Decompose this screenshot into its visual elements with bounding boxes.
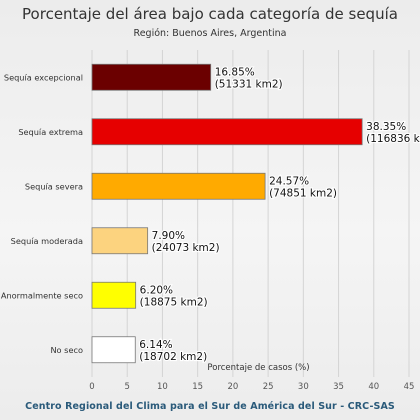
area-label: (116836 km2) — [366, 133, 420, 145]
area-label: (24073 km2) — [152, 242, 220, 254]
chart-title: Porcentaje del área bajo cada categoría … — [22, 5, 398, 23]
category-label: Sequía severa — [25, 181, 83, 191]
x-tick-label: 20 — [227, 382, 238, 392]
value-label: 6.14% — [139, 339, 172, 351]
category-label: No seco — [50, 345, 83, 355]
x-tick-label: 35 — [333, 382, 344, 392]
area-label-halo: (74851 km2) — [269, 187, 337, 199]
value-label-halo: 16.85% — [215, 66, 255, 78]
value-label-halo: 38.35% — [366, 121, 406, 133]
category-label: Sequía moderada — [11, 236, 83, 246]
x-tick-label: 25 — [263, 382, 274, 392]
value-label-halo: 6.20% — [140, 284, 173, 296]
area-label-halo: (24073 km2) — [152, 242, 220, 254]
bar — [91, 172, 266, 200]
category-label: Anormalmente seco — [1, 290, 83, 300]
area-label: (18875 km2) — [140, 296, 208, 308]
area-label-halo: (18702 km2) — [139, 351, 207, 363]
area-label: (51331 km2) — [215, 78, 283, 90]
area-label-halo: (116836 km2) — [366, 133, 420, 145]
value-label: 7.90% — [152, 230, 185, 242]
x-tick-label: 0 — [89, 382, 94, 392]
bar — [91, 281, 137, 309]
x-tick-label: 10 — [157, 382, 168, 392]
x-tick-label: 45 — [404, 382, 415, 392]
category-label: Sequía extrema — [18, 127, 83, 137]
area-label-halo: (18875 km2) — [140, 296, 208, 308]
value-label: 24.57% — [269, 175, 309, 187]
bar — [91, 63, 212, 91]
value-label-halo: 24.57% — [269, 175, 309, 187]
bar — [91, 336, 136, 364]
x-tick-label: 15 — [192, 382, 203, 392]
chart-footer: Centro Regional del Clima para el Sur de… — [25, 401, 395, 412]
x-axis-title: Porcentaje de casos (%) — [207, 363, 309, 373]
area-label-halo: (51331 km2) — [215, 78, 283, 90]
area-label: (18702 km2) — [139, 351, 207, 363]
category-label: Sequía excepcional — [4, 72, 83, 82]
bar — [91, 118, 363, 146]
value-label: 6.20% — [140, 284, 173, 296]
value-label-halo: 7.90% — [152, 230, 185, 242]
value-label-halo: 6.14% — [139, 339, 172, 351]
area-label: (74851 km2) — [269, 187, 337, 199]
chart-subtitle: Región: Buenos Aires, Argentina — [133, 28, 287, 39]
x-tick-label: 40 — [368, 382, 379, 392]
value-label: 16.85% — [215, 66, 255, 78]
bar — [91, 227, 149, 255]
x-tick-label: 5 — [125, 382, 130, 392]
value-label: 38.35% — [366, 121, 406, 133]
x-tick-label: 30 — [298, 382, 309, 392]
